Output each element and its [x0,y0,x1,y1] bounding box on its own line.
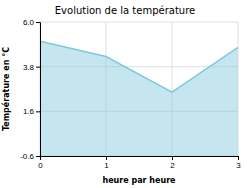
x-tick-mark [106,156,107,160]
x-axis-line [41,157,239,161]
x-tick-label: 1 [104,161,109,170]
y-tick-mark [36,22,40,23]
x-tick: 2 [170,156,175,170]
y-tick: -0.6 [20,152,40,161]
y-tick-mark [36,156,40,157]
y-tick-mark [36,67,40,68]
area [40,41,238,156]
y-tick-label: 1.6 [23,107,35,116]
x-tick: 1 [104,156,109,170]
marks [40,41,238,156]
y-tick-label: 6.0 [23,18,35,27]
title: Evolution de la température [55,5,195,16]
chart: 0 1 2 3 -0.6 1.6 3.8 6.0 Evolution de la tempéra… [0,0,250,188]
y-axis-title: Température en °C [1,47,11,131]
x-tick-mark [238,156,239,160]
x-tick-mark [172,156,173,160]
y-tick-label: -0.6 [20,152,34,161]
y-tick-mark [36,111,40,112]
plot: 0 1 2 3 -0.6 1.6 3.8 6.0 [20,18,241,170]
y-tick: 3.8 [23,63,40,72]
x-tick: 0 [38,156,43,170]
x-tick: 3 [236,156,241,170]
y-tick-label: 3.8 [23,63,35,72]
x-tick-label: 2 [170,161,175,170]
y-tick: 1.6 [23,107,40,116]
x-axis: 0 1 2 3 [38,156,241,170]
x-tick-label: 0 [38,161,43,170]
y-axis-line [36,23,41,157]
y-tick: 6.0 [23,18,40,27]
x-tick-label: 3 [236,161,241,170]
y-axis: -0.6 1.6 3.8 6.0 [20,18,40,161]
grid-line [40,22,238,23]
grid [40,22,238,156]
line [40,41,238,92]
x-axis-title: heure par heure [102,176,176,185]
